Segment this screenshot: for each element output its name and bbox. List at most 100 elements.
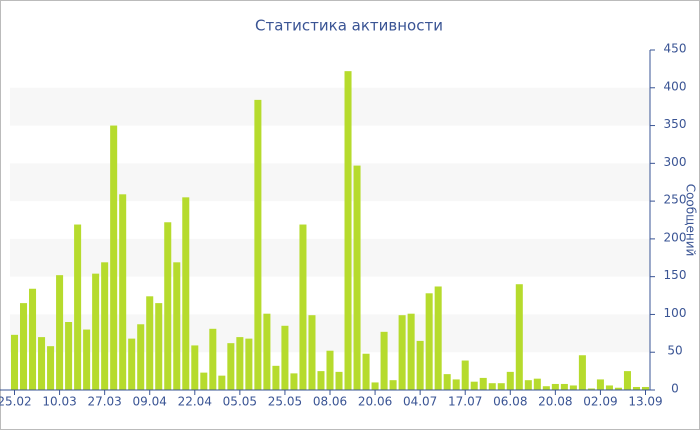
- y-axis-title: Сообщений: [684, 184, 698, 257]
- bar: [164, 222, 172, 390]
- bar: [362, 353, 370, 390]
- x-tick-label: 22.04: [178, 395, 212, 409]
- y-tick-label: 250: [664, 193, 687, 207]
- bar: [380, 331, 388, 390]
- y-tick-label: 150: [664, 268, 687, 282]
- bar: [29, 288, 37, 390]
- bar: [83, 329, 91, 390]
- bar: [236, 337, 244, 390]
- bar: [407, 313, 415, 390]
- bar: [479, 377, 487, 390]
- bar: [281, 325, 289, 390]
- y-tick-label: 300: [664, 155, 687, 169]
- bar: [569, 385, 577, 390]
- bar: [272, 365, 280, 390]
- bar: [596, 379, 604, 390]
- bar: [353, 165, 361, 390]
- bar: [200, 372, 208, 390]
- bar: [587, 388, 595, 390]
- bar: [128, 338, 136, 390]
- bar: [425, 293, 433, 390]
- chart-title: Статистика активности: [255, 17, 443, 35]
- x-tick-label: 25.02: [0, 395, 32, 409]
- x-tick-label: 09.04: [133, 395, 167, 409]
- bar: [560, 383, 568, 390]
- bar: [461, 360, 469, 390]
- x-tick-label: 20.06: [358, 395, 392, 409]
- bar: [182, 197, 190, 390]
- bar: [515, 284, 523, 390]
- bar: [191, 345, 199, 390]
- bar: [443, 374, 451, 390]
- bar: [497, 383, 505, 390]
- bar: [38, 337, 46, 390]
- bar: [245, 338, 253, 390]
- x-tick-label: 08.06: [313, 395, 347, 409]
- y-tick-label: 50: [667, 344, 682, 358]
- x-tick-label: 06.08: [493, 395, 527, 409]
- bar: [614, 387, 622, 390]
- bar: [74, 224, 82, 390]
- bar: [605, 385, 613, 390]
- y-tick-label: 100: [664, 306, 687, 320]
- bar: [110, 125, 118, 391]
- bar: [344, 71, 352, 391]
- x-tick-label: 17.07: [448, 395, 482, 409]
- bar: [155, 303, 163, 390]
- bar: [389, 380, 397, 390]
- bar: [290, 373, 298, 390]
- grid-band: [10, 87, 650, 126]
- bar: [506, 371, 514, 390]
- bar: [65, 322, 73, 390]
- y-tick-label: 200: [664, 230, 687, 244]
- bar: [173, 262, 181, 390]
- bar: [101, 262, 109, 390]
- x-tick-label: 25.05: [268, 395, 302, 409]
- bar: [218, 375, 226, 390]
- bar: [299, 224, 307, 390]
- bar: [209, 328, 217, 390]
- y-tick-label: 450: [664, 42, 687, 56]
- bar: [263, 313, 271, 390]
- bar: [227, 343, 235, 390]
- y-tick-label: 0: [671, 382, 679, 396]
- bar: [326, 350, 334, 390]
- bar: [623, 371, 631, 390]
- y-tick-label: 350: [664, 117, 687, 131]
- x-tick-label: 05.05: [223, 395, 257, 409]
- bar: [533, 378, 541, 390]
- bar: [434, 286, 442, 390]
- bar: [335, 371, 343, 390]
- bar: [146, 296, 154, 390]
- x-tick-label: 10.03: [42, 395, 76, 409]
- bar: [317, 371, 325, 390]
- x-tick-label: 27.03: [87, 395, 121, 409]
- x-tick-label: 02.09: [583, 395, 617, 409]
- bar: [542, 386, 550, 390]
- bar: [56, 275, 64, 390]
- bar: [119, 194, 127, 390]
- bar: [641, 386, 650, 390]
- bar: [308, 315, 316, 390]
- bar: [524, 380, 532, 390]
- x-tick-label: 13.09: [628, 395, 662, 409]
- bar: [632, 386, 640, 390]
- x-tick-label: 04.07: [403, 395, 437, 409]
- bar: [551, 383, 559, 390]
- bar: [10, 334, 19, 390]
- bar: [20, 303, 28, 390]
- grid-band: [10, 163, 650, 202]
- bar: [578, 355, 586, 390]
- x-tick-label: 20.08: [538, 395, 572, 409]
- bar: [398, 315, 406, 390]
- bar: [92, 273, 100, 390]
- bar: [470, 381, 478, 390]
- bar: [416, 340, 424, 390]
- bar: [254, 99, 262, 390]
- bar: [452, 379, 460, 390]
- bar: [137, 324, 145, 390]
- y-tick-label: 400: [664, 79, 687, 93]
- bar: [488, 383, 496, 390]
- bar: [371, 382, 379, 390]
